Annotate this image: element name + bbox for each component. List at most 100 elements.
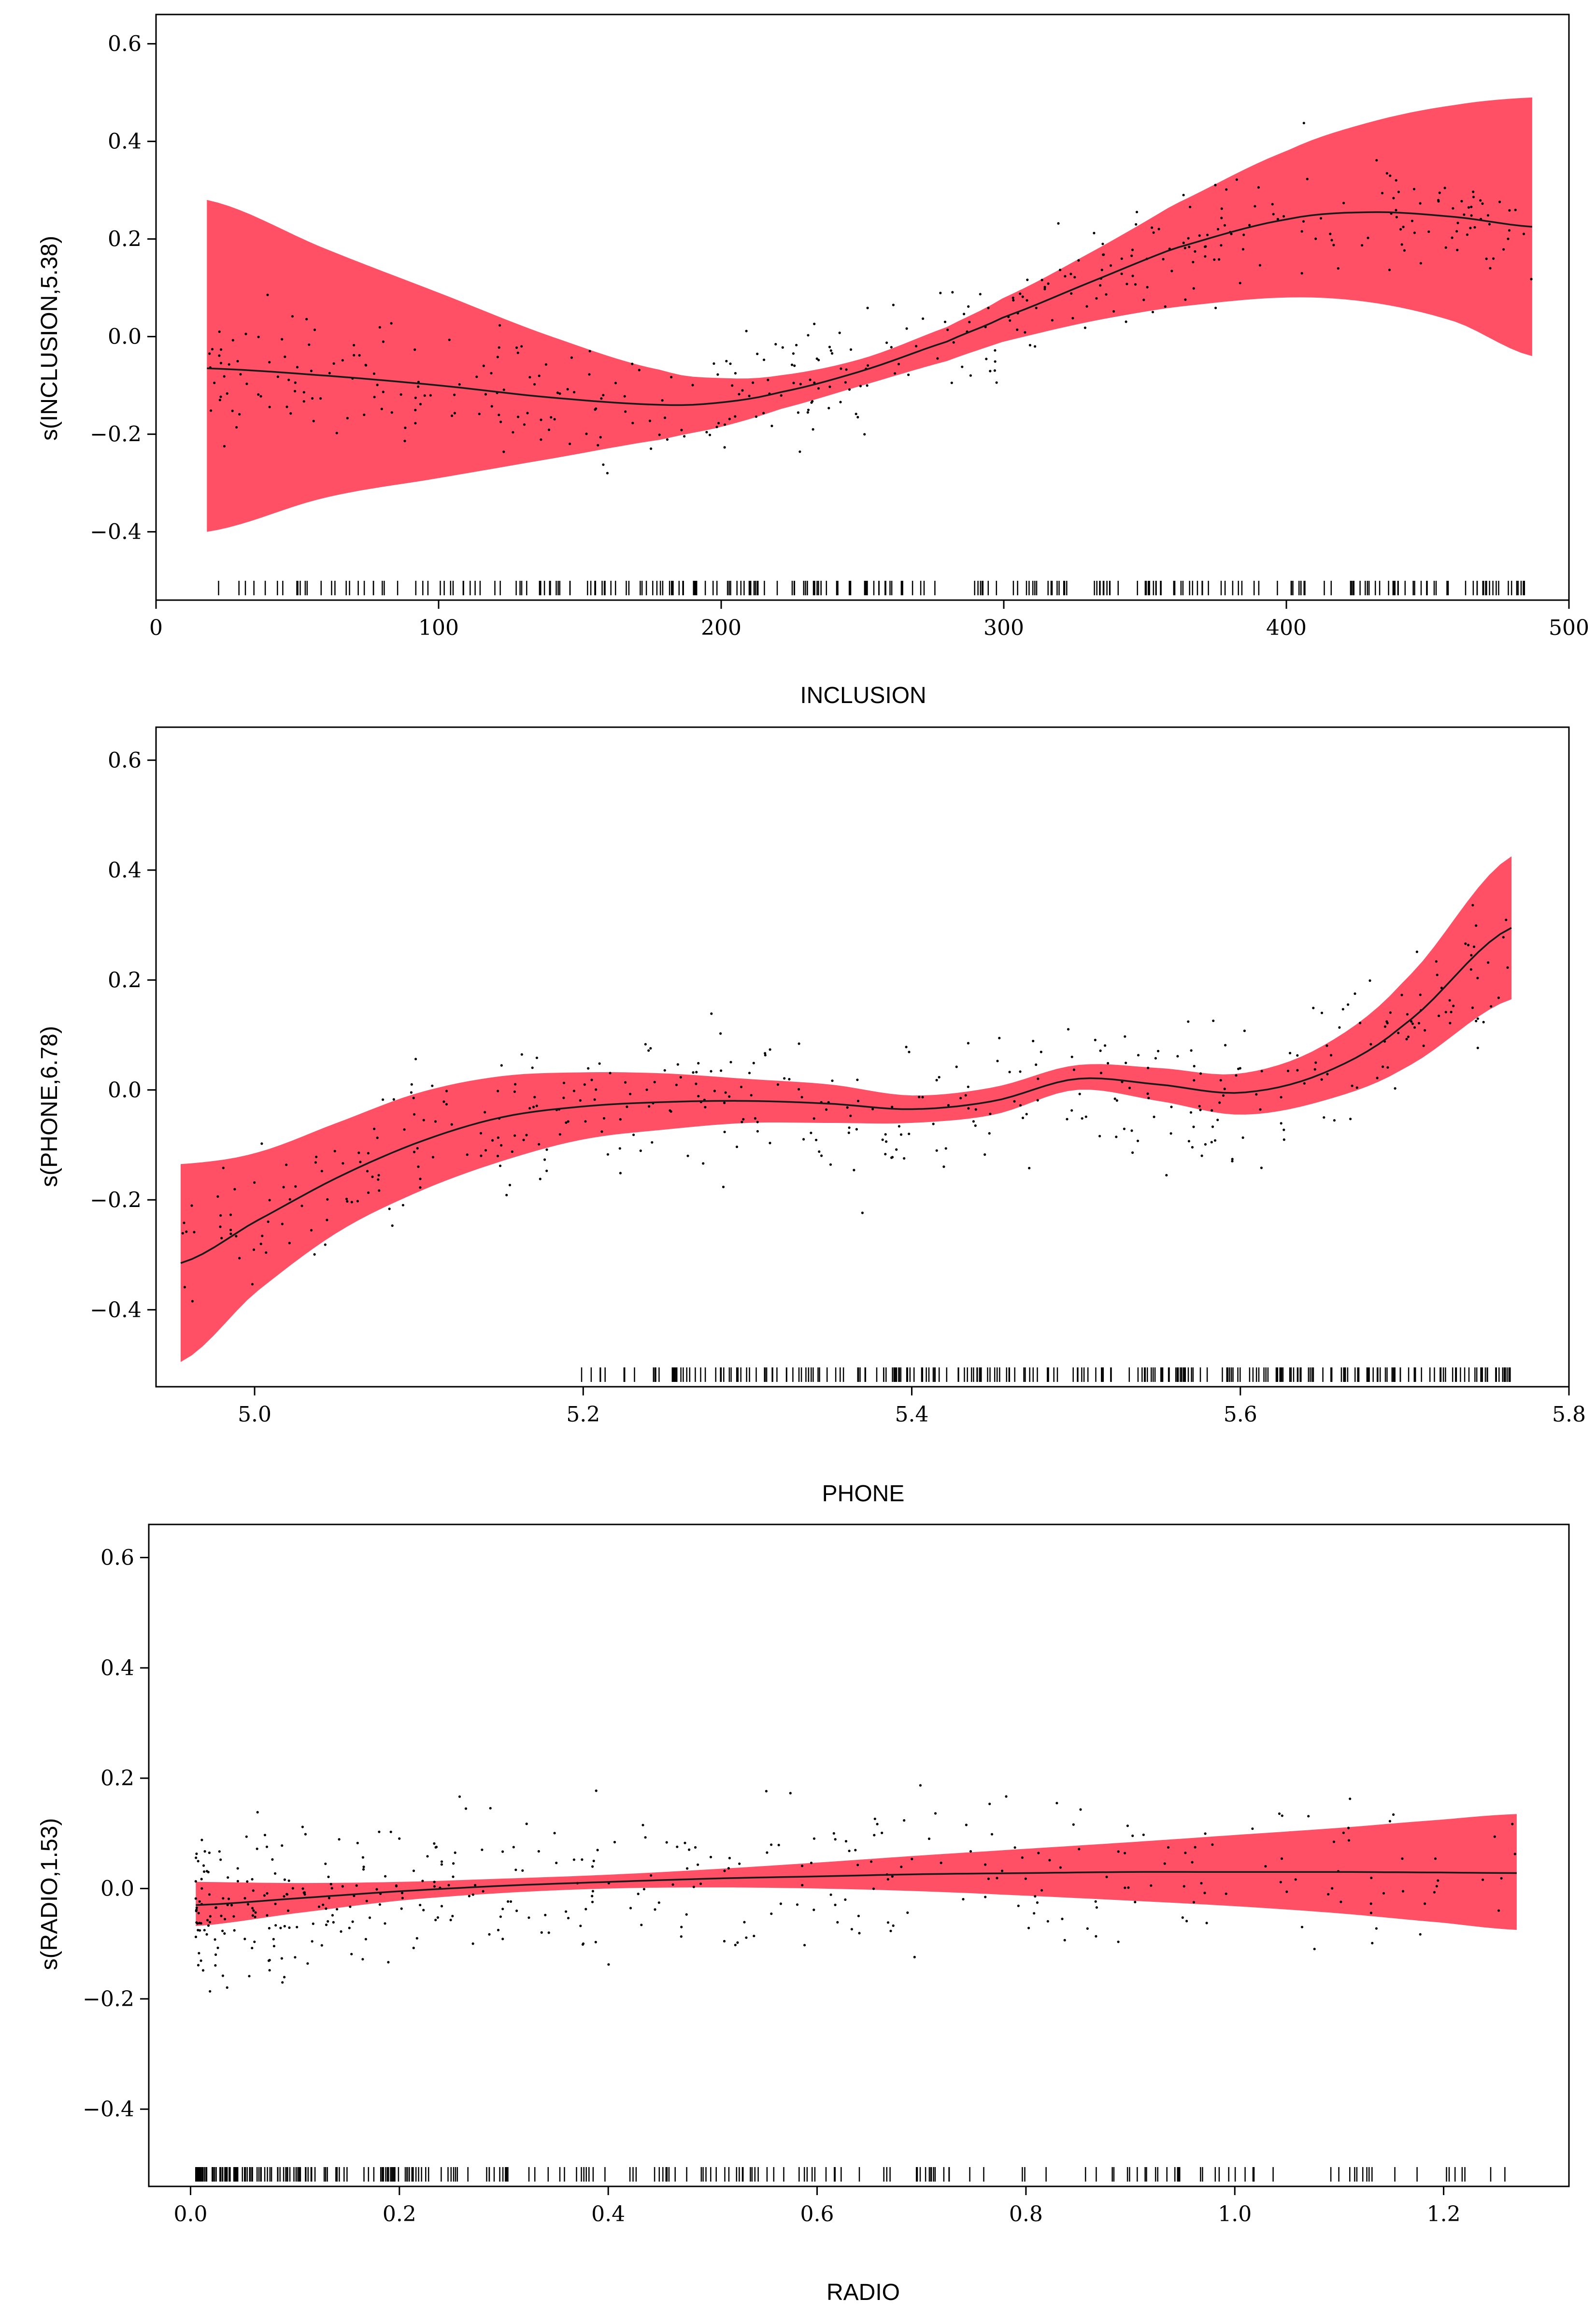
residual-point (1057, 222, 1060, 225)
residual-point (769, 1142, 771, 1145)
residual-point (810, 1861, 813, 1865)
residual-point (203, 1870, 206, 1873)
residual-point (624, 410, 627, 413)
residual-point (964, 1094, 967, 1097)
residual-point (440, 1905, 443, 1908)
residual-point (368, 1916, 371, 1919)
residual-point (501, 1850, 504, 1853)
residual-point (1392, 1813, 1395, 1816)
residual-point (349, 1905, 352, 1908)
residual-point (442, 1100, 445, 1103)
residual-point (1381, 192, 1384, 195)
residual-point (1131, 248, 1134, 251)
residual-point (623, 395, 626, 398)
residual-point (1027, 1926, 1030, 1929)
residual-point (834, 1903, 837, 1906)
residual-point (1471, 904, 1474, 906)
residual-point (607, 1963, 610, 1966)
residual-point (223, 1918, 227, 1921)
residual-point (231, 339, 234, 342)
residual-point (1248, 224, 1251, 227)
residual-point (710, 1012, 713, 1015)
residual-point (198, 1900, 201, 1903)
residual-point (653, 1080, 656, 1084)
residual-point (544, 363, 547, 366)
residual-point (885, 341, 888, 344)
residual-point (1237, 1067, 1240, 1070)
residual-point (903, 1157, 906, 1160)
residual-point (1115, 1135, 1118, 1138)
residual-point (291, 1887, 294, 1890)
residual-point (1388, 269, 1391, 272)
residual-point (1403, 249, 1406, 252)
residual-point (329, 1882, 332, 1885)
residual-point (1475, 924, 1478, 927)
residual-point (496, 356, 499, 359)
residual-point (319, 397, 322, 400)
residual-point (593, 1098, 596, 1101)
residual-point (288, 1926, 291, 1929)
residual-point (856, 1078, 859, 1081)
residual-point (1359, 1021, 1362, 1024)
residual-point (223, 445, 226, 448)
residual-point (756, 1121, 759, 1123)
residual-point (1223, 224, 1226, 227)
residual-point (1113, 1097, 1116, 1100)
residual-point (317, 1905, 321, 1908)
residual-point (359, 1161, 362, 1164)
residual-point (591, 1895, 594, 1897)
residual-point (209, 1915, 212, 1918)
residual-point (537, 1850, 540, 1853)
residual-point (1188, 245, 1191, 248)
residual-point (1212, 1020, 1215, 1022)
residual-point (606, 472, 609, 474)
residual-point (248, 1975, 251, 1978)
residual-point (413, 348, 416, 351)
residual-point (699, 1882, 702, 1885)
residual-point (236, 1867, 239, 1870)
residual-point (663, 417, 667, 419)
residual-point (373, 396, 376, 399)
residual-point (539, 1178, 542, 1180)
residual-point (692, 1885, 695, 1888)
residual-point (727, 1867, 730, 1870)
residual-point (1433, 1891, 1436, 1894)
residual-point (218, 330, 221, 333)
residual-point (1071, 316, 1074, 320)
residual-point (332, 362, 335, 365)
residual-point (213, 381, 216, 385)
residual-point (812, 428, 814, 431)
residual-point (944, 1147, 947, 1150)
residual-point (900, 1866, 903, 1868)
residual-point (1125, 320, 1127, 323)
residual-point (513, 1134, 516, 1137)
residual-point (988, 1132, 991, 1135)
residual-point (582, 1942, 585, 1945)
residual-point (497, 1136, 499, 1139)
residual-point (650, 1874, 653, 1877)
residual-point (311, 1940, 314, 1943)
x-tick-label: 200 (701, 616, 741, 640)
residual-point (644, 1836, 647, 1839)
residual-point (661, 399, 664, 402)
residual-point (1296, 1069, 1299, 1072)
residual-point (1137, 1054, 1140, 1057)
residual-point (1213, 258, 1216, 261)
residual-point (412, 1946, 415, 1950)
x-tick-label: 5.0 (238, 1402, 271, 1427)
residual-point (618, 1147, 621, 1150)
residual-point (1204, 1143, 1207, 1146)
residual-point (892, 303, 895, 306)
residual-point (183, 1221, 185, 1224)
residual-point (232, 1915, 235, 1918)
residual-point (265, 1251, 268, 1254)
residual-point (207, 1924, 210, 1927)
residual-point (1470, 214, 1473, 217)
residual-point (562, 1096, 565, 1099)
residual-point (679, 1076, 682, 1079)
residual-point (272, 1945, 276, 1948)
residual-point (1120, 273, 1123, 275)
residual-point (624, 1081, 627, 1084)
residual-point (391, 1224, 394, 1227)
residual-point (812, 1117, 815, 1120)
